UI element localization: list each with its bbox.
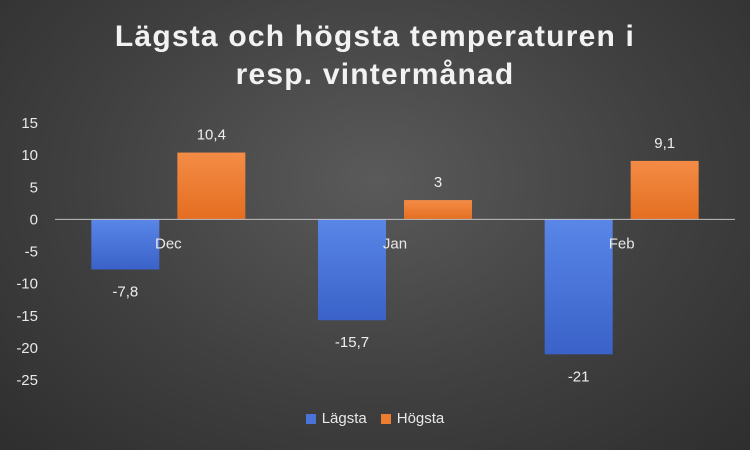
bar-hgsta-dec (177, 152, 246, 220)
y-tick-label: 10 (21, 147, 38, 164)
y-tick-label: -25 (16, 372, 38, 389)
y-tick-label: 0 (30, 211, 38, 228)
category-label-jan: Jan (383, 235, 407, 252)
chart-title: Lägsta och högsta temperaturen i resp. v… (0, 18, 750, 94)
y-tick-label: -5 (25, 244, 38, 261)
y-tick-label: 5 (30, 179, 38, 196)
legend: Lägsta Högsta (0, 410, 750, 427)
bar-lgsta-feb (544, 219, 613, 355)
data-labels: -7,8 10,4 -15,7 3 -21 9,1 (112, 127, 675, 386)
bar-hgsta-feb (630, 160, 699, 220)
legend-swatch-lagsta (305, 413, 316, 424)
bars (91, 152, 699, 355)
chart-title-line-2: resp. vintermånad (235, 58, 515, 91)
legend-item-hogsta: Högsta (380, 410, 445, 427)
category-label-feb: Feb (609, 235, 635, 252)
data-label: -7,8 (112, 283, 138, 300)
y-tick-label: -20 (16, 340, 38, 357)
data-label: 10,4 (197, 127, 226, 144)
bar-lgsta-dec (91, 219, 160, 270)
legend-swatch-hogsta (380, 413, 391, 424)
data-label: 9,1 (654, 135, 675, 152)
legend-item-lagsta: Lägsta (305, 410, 367, 427)
y-axis: 15 10 5 0 -5 -10 -15 -20 -25 (16, 115, 38, 389)
chart-title-line-1: Lägsta och högsta temperaturen i (114, 20, 636, 53)
y-tick-label: 15 (21, 115, 38, 132)
data-label: -21 (568, 368, 590, 385)
category-label-dec: Dec (155, 235, 182, 252)
legend-label-lagsta: Lägsta (321, 410, 367, 427)
bar-lgsta-jan (318, 219, 386, 321)
data-label: -15,7 (335, 334, 369, 351)
y-tick-label: -15 (16, 308, 38, 325)
bar-hgsta-jan (404, 200, 472, 220)
y-tick-label: -10 (16, 276, 38, 293)
data-label: 3 (434, 174, 442, 191)
category-labels: Dec Jan Feb (155, 235, 635, 252)
legend-label-hogsta: Högsta (396, 410, 445, 427)
